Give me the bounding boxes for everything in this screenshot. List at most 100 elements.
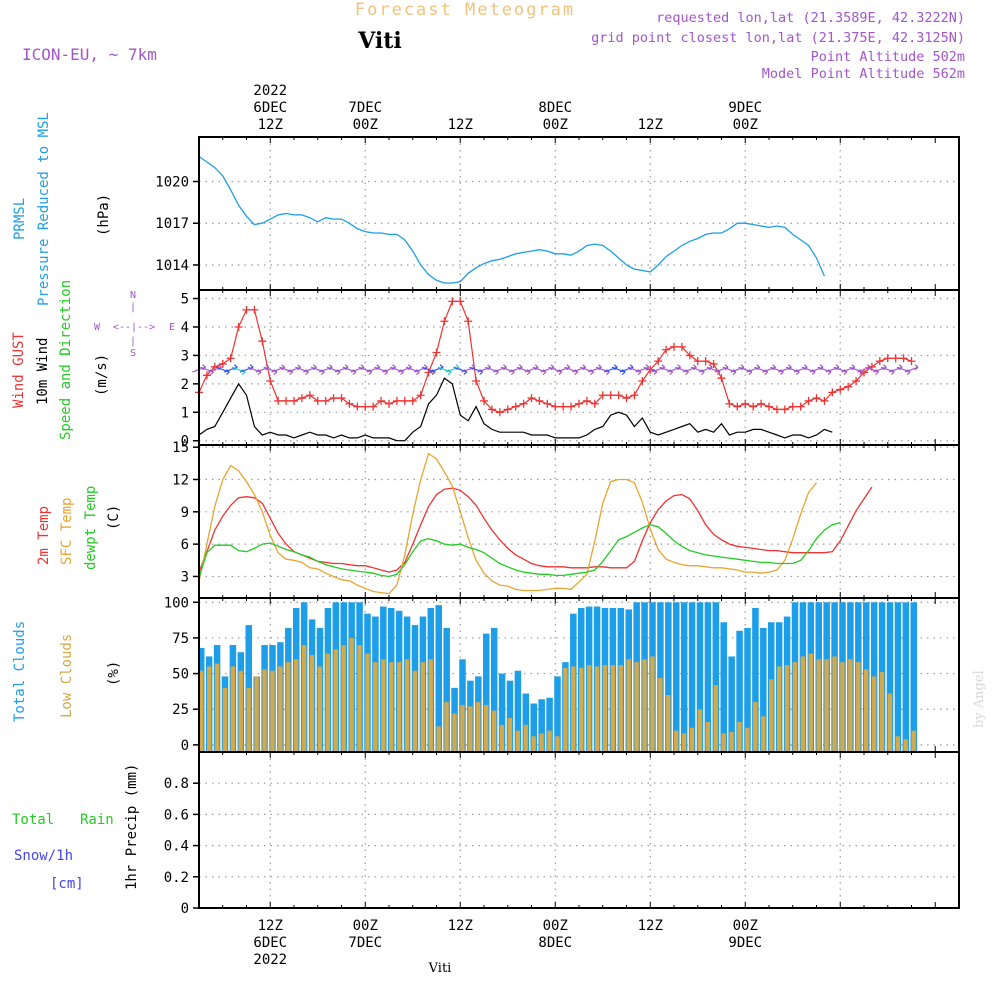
gust-marker	[844, 382, 853, 391]
low-cloud-bar	[879, 672, 885, 752]
gust-marker	[598, 391, 607, 400]
low-cloud-bar	[547, 730, 552, 752]
gust-marker	[725, 399, 734, 408]
cloud-ytick-label: 0	[181, 738, 189, 754]
low-cloud-bar	[381, 659, 386, 752]
precip-snow-label: Snow/1h	[14, 848, 73, 864]
low-cloud-bar	[887, 693, 893, 752]
gust-marker	[685, 351, 694, 360]
low-cloud-bar	[373, 662, 378, 752]
cloud-ytick-label: 25	[172, 702, 189, 718]
low-cloud-bar	[222, 687, 228, 752]
low-cloud-bar	[697, 709, 703, 752]
gust-marker	[796, 402, 805, 411]
gust-marker	[606, 391, 615, 400]
low-cloud-bar	[903, 739, 908, 752]
temp-2m-line	[198, 486, 873, 573]
total-cloud-bar	[736, 630, 743, 752]
gust-marker	[408, 396, 417, 405]
low-cloud-bar	[206, 666, 212, 752]
gust-marker	[321, 396, 330, 405]
low-cloud-bar	[278, 666, 283, 752]
low-cloud-bar	[270, 670, 275, 752]
compass-s-arrow: |	[130, 336, 136, 347]
gust-marker	[622, 394, 631, 403]
pressure-unit: (hPa)	[96, 194, 112, 236]
low-cloud-bar	[840, 662, 845, 752]
gust-marker	[852, 377, 861, 386]
gust-marker	[202, 371, 211, 380]
low-cloud-bar	[531, 736, 536, 752]
gust-marker	[891, 354, 900, 363]
time-label-bottom: 2022	[253, 952, 287, 968]
low-cloud-bar	[848, 659, 853, 752]
time-label-top: 2022	[253, 83, 287, 99]
low-cloud-bar	[650, 656, 655, 752]
low-cloud-bar	[555, 736, 560, 752]
time-label-bottom: 12Z	[638, 918, 663, 934]
compass-n-arrow: |	[130, 302, 136, 313]
low-cloud-bar	[871, 676, 877, 752]
gust-marker	[511, 402, 520, 411]
low-cloud-bar	[452, 713, 457, 752]
requested-coords: requested lon,lat (21.3589E, 42.3222N)	[656, 10, 965, 26]
gust-marker	[638, 377, 647, 386]
gust-marker	[487, 405, 496, 414]
low-cloud-bar	[460, 704, 465, 752]
low-cloud-bar	[301, 645, 307, 752]
precip-ytick-label: 0.8	[164, 776, 189, 792]
temp-dew-label: dewpt Temp	[83, 486, 99, 570]
gust-marker	[828, 388, 837, 397]
low-cloud-bar	[610, 665, 616, 752]
precip-ytick-label: 0	[181, 901, 189, 917]
gust-marker	[218, 359, 227, 368]
gust-marker	[733, 402, 742, 411]
station-title: Viti	[357, 28, 402, 54]
low-cloud-bar	[254, 676, 259, 752]
gust-marker	[812, 394, 821, 403]
wind-ytick-label: 0	[181, 434, 189, 450]
point-altitude: Point Altitude 502m	[811, 49, 965, 65]
gust-marker	[495, 408, 504, 417]
low-cloud-bar	[491, 710, 497, 752]
total-cloud-bar	[514, 670, 522, 752]
temp-ytick-label: 12	[172, 472, 189, 488]
gust-marker	[883, 354, 892, 363]
low-cloud-bar	[626, 659, 631, 752]
total-cloud-bar	[665, 602, 672, 752]
gust-marker	[757, 399, 766, 408]
low-cloud-bar	[769, 679, 774, 752]
total-cloud-bar	[538, 699, 545, 752]
total-cloud-bar	[704, 602, 712, 752]
gust-marker	[765, 402, 773, 411]
compass-rose: N | W <--|--> E | S	[94, 290, 175, 359]
time-label-top: 7DEC	[348, 100, 382, 116]
low-cloud-bar	[784, 665, 790, 752]
gust-marker	[590, 399, 599, 408]
total-cloud-bar	[483, 633, 490, 752]
low-cloud-bar	[666, 694, 671, 752]
low-cloud-bar	[523, 724, 528, 752]
low-cloud-bar	[436, 726, 441, 752]
low-cloud-bar	[507, 717, 513, 752]
pressure-ytick-label: 1020	[155, 175, 189, 191]
total-cloud-bar	[435, 605, 442, 752]
gust-marker	[480, 396, 488, 405]
total-cloud-bar	[712, 602, 720, 752]
time-label-bottom: 6DEC	[253, 935, 287, 951]
temp-unit: (C)	[106, 505, 122, 530]
gridpoint-coords: grid point closest lon,lat (21.375E, 42.…	[591, 30, 965, 46]
low-cloud-bar	[428, 659, 433, 752]
gust-marker	[353, 402, 362, 411]
compass-w: W	[94, 322, 101, 333]
gust-marker	[804, 396, 813, 405]
precip-ytick-label: 0.2	[164, 870, 189, 886]
compass-horizontal: <--|-->	[113, 322, 155, 333]
pressure-ytick-label: 1014	[155, 258, 189, 274]
low-cloud-bar	[602, 665, 608, 752]
time-label-bottom: 00Z	[733, 918, 758, 934]
gust-marker	[290, 396, 298, 405]
time-label-bottom: 00Z	[543, 918, 568, 934]
low-cloud-bar	[246, 687, 251, 752]
